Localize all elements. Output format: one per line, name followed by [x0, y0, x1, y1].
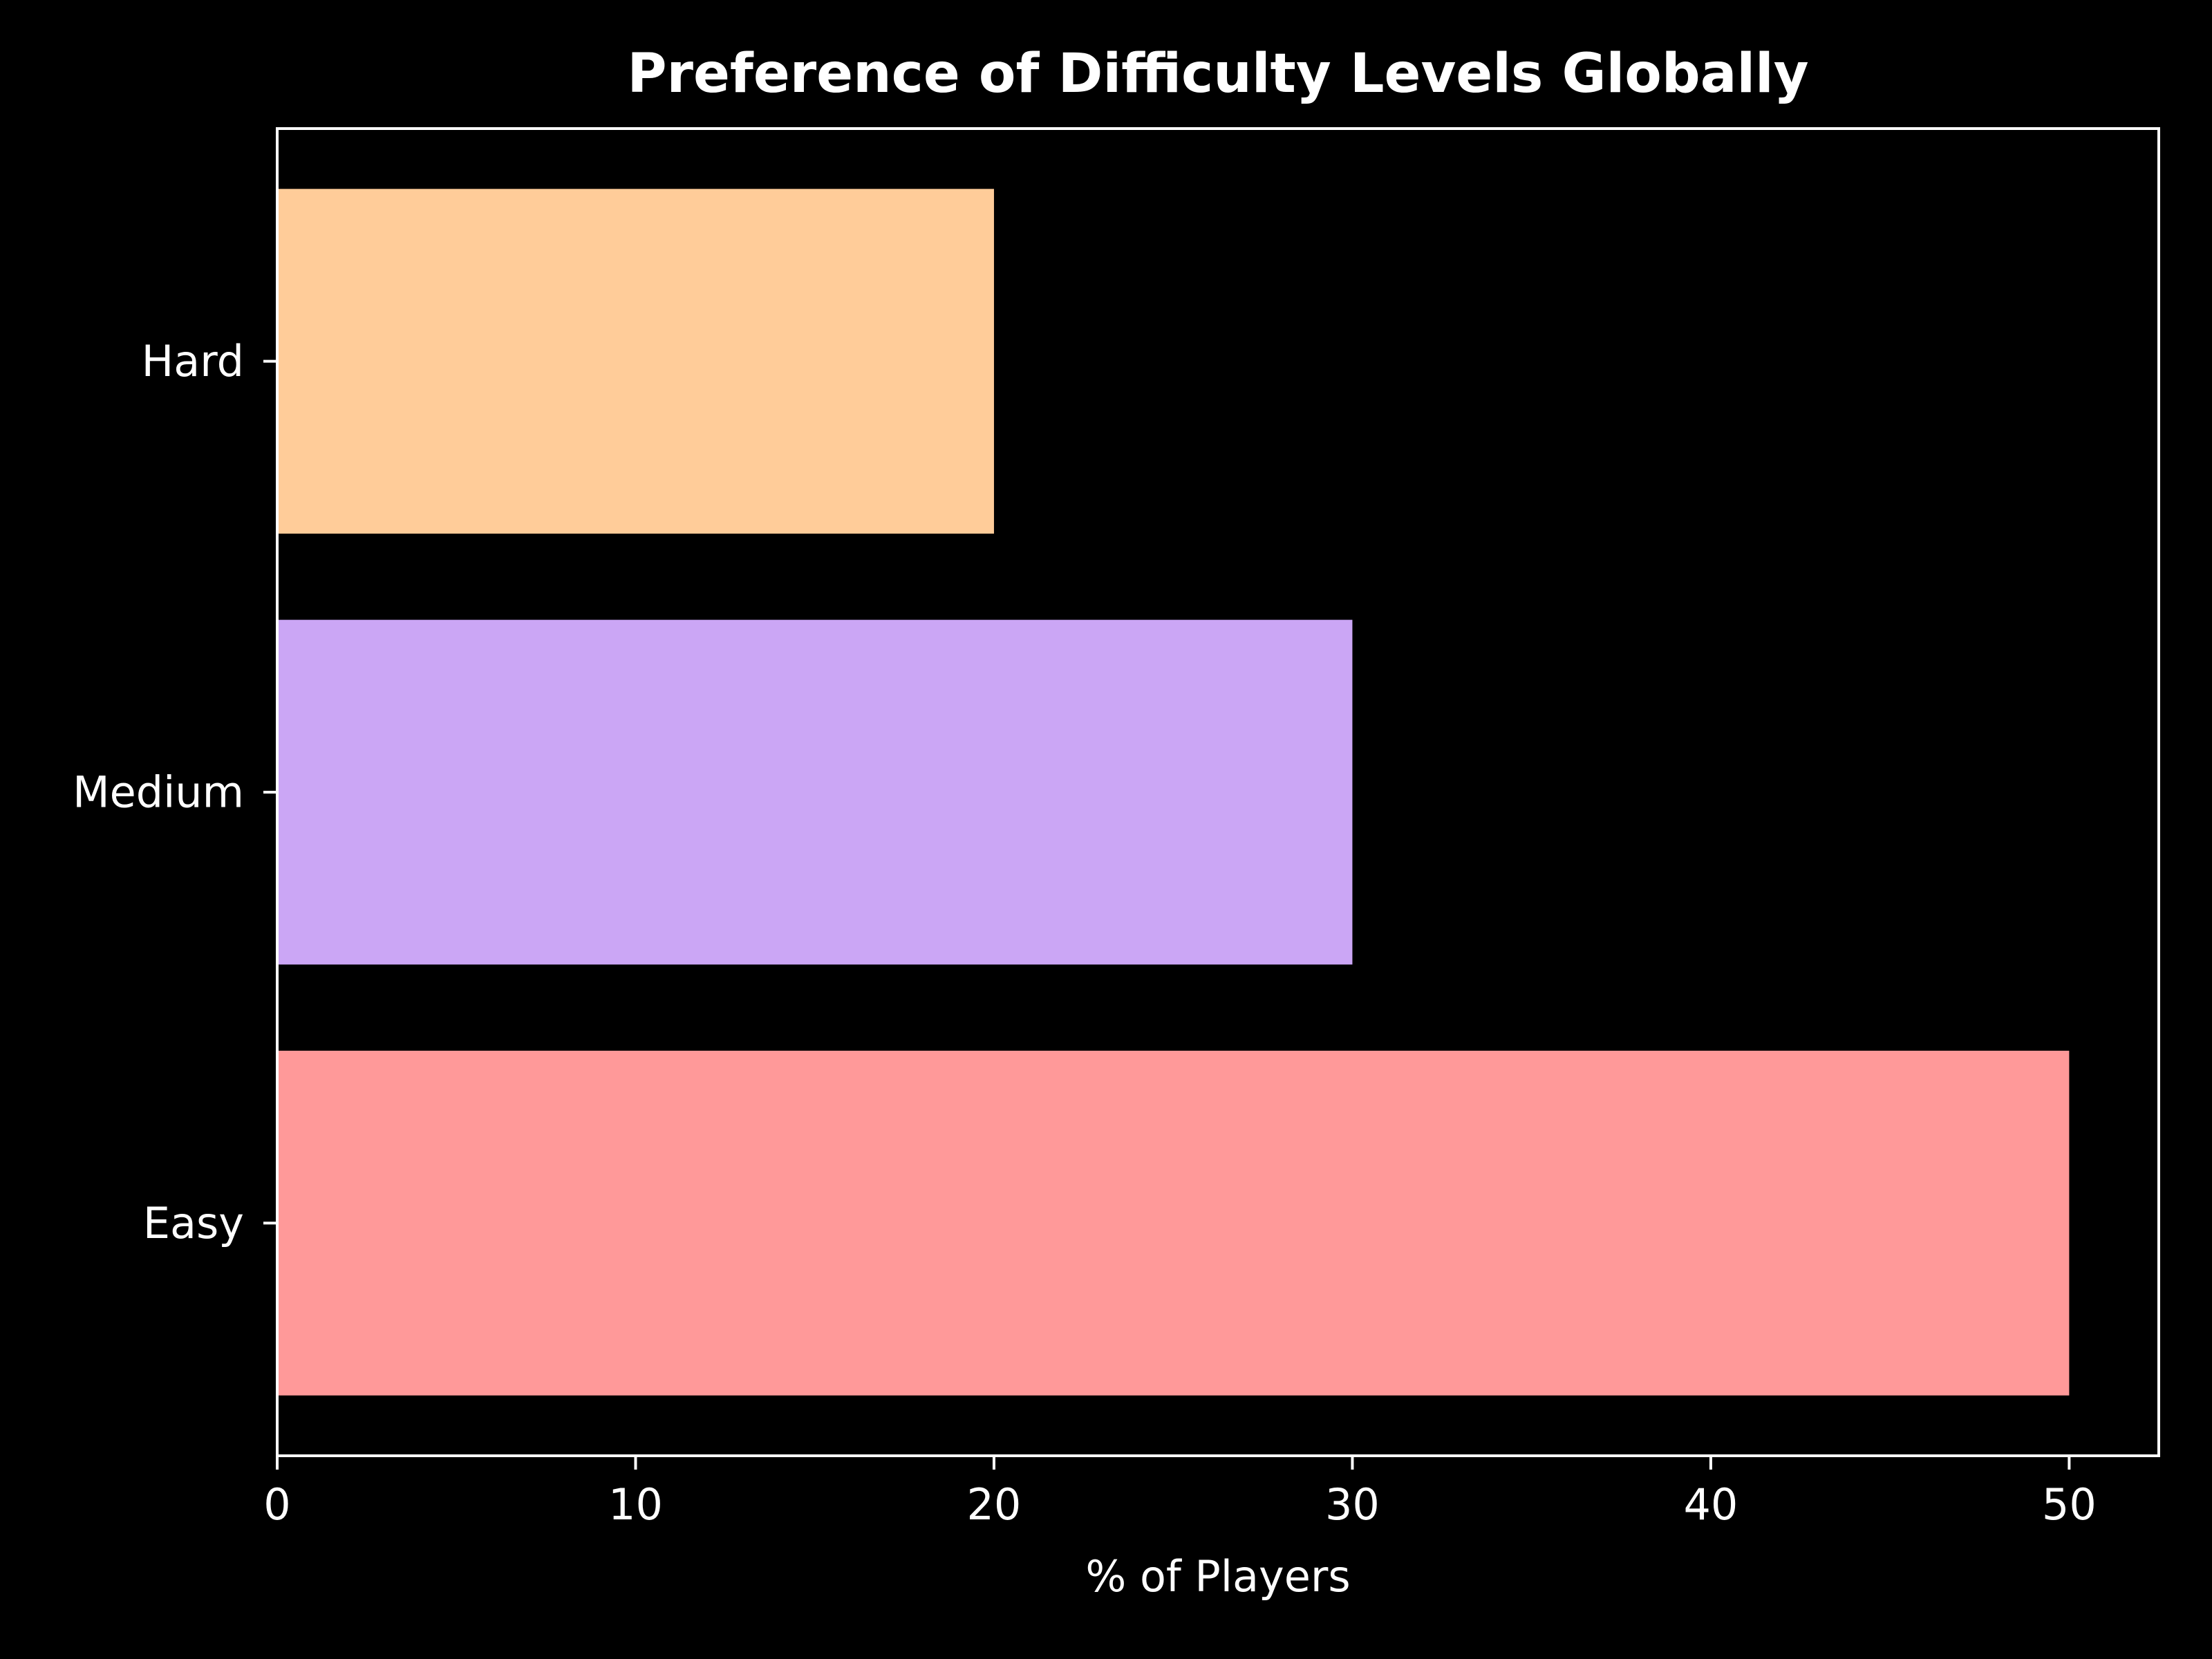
x-axis-label: % of Players: [1085, 1551, 1350, 1602]
bar-hard: [277, 189, 994, 534]
y-axis: Easy Medium Hard: [73, 336, 277, 1248]
plot-frame: [276, 127, 2160, 1457]
x-tick-label-10: 10: [608, 1479, 663, 1530]
y-tick-label-hard: Hard: [142, 336, 244, 386]
x-axis: 0 10 20 30 40 50: [263, 1456, 2097, 1530]
chart-title: Preference of Difficulty Levels Globally: [627, 43, 1808, 105]
x-tick-label-0: 0: [263, 1479, 290, 1530]
bar-medium: [277, 619, 1353, 965]
y-tick-label-easy: Easy: [143, 1198, 244, 1248]
y-tick-label-medium: Medium: [73, 767, 244, 818]
x-tick-label-40: 40: [1683, 1479, 1738, 1530]
x-tick-label-50: 50: [2042, 1479, 2097, 1530]
x-tick-label-30: 30: [1325, 1479, 1380, 1530]
x-tick-label-20: 20: [966, 1479, 1021, 1530]
bars-layer: [277, 189, 2070, 1396]
bar-easy: [277, 1051, 2070, 1396]
